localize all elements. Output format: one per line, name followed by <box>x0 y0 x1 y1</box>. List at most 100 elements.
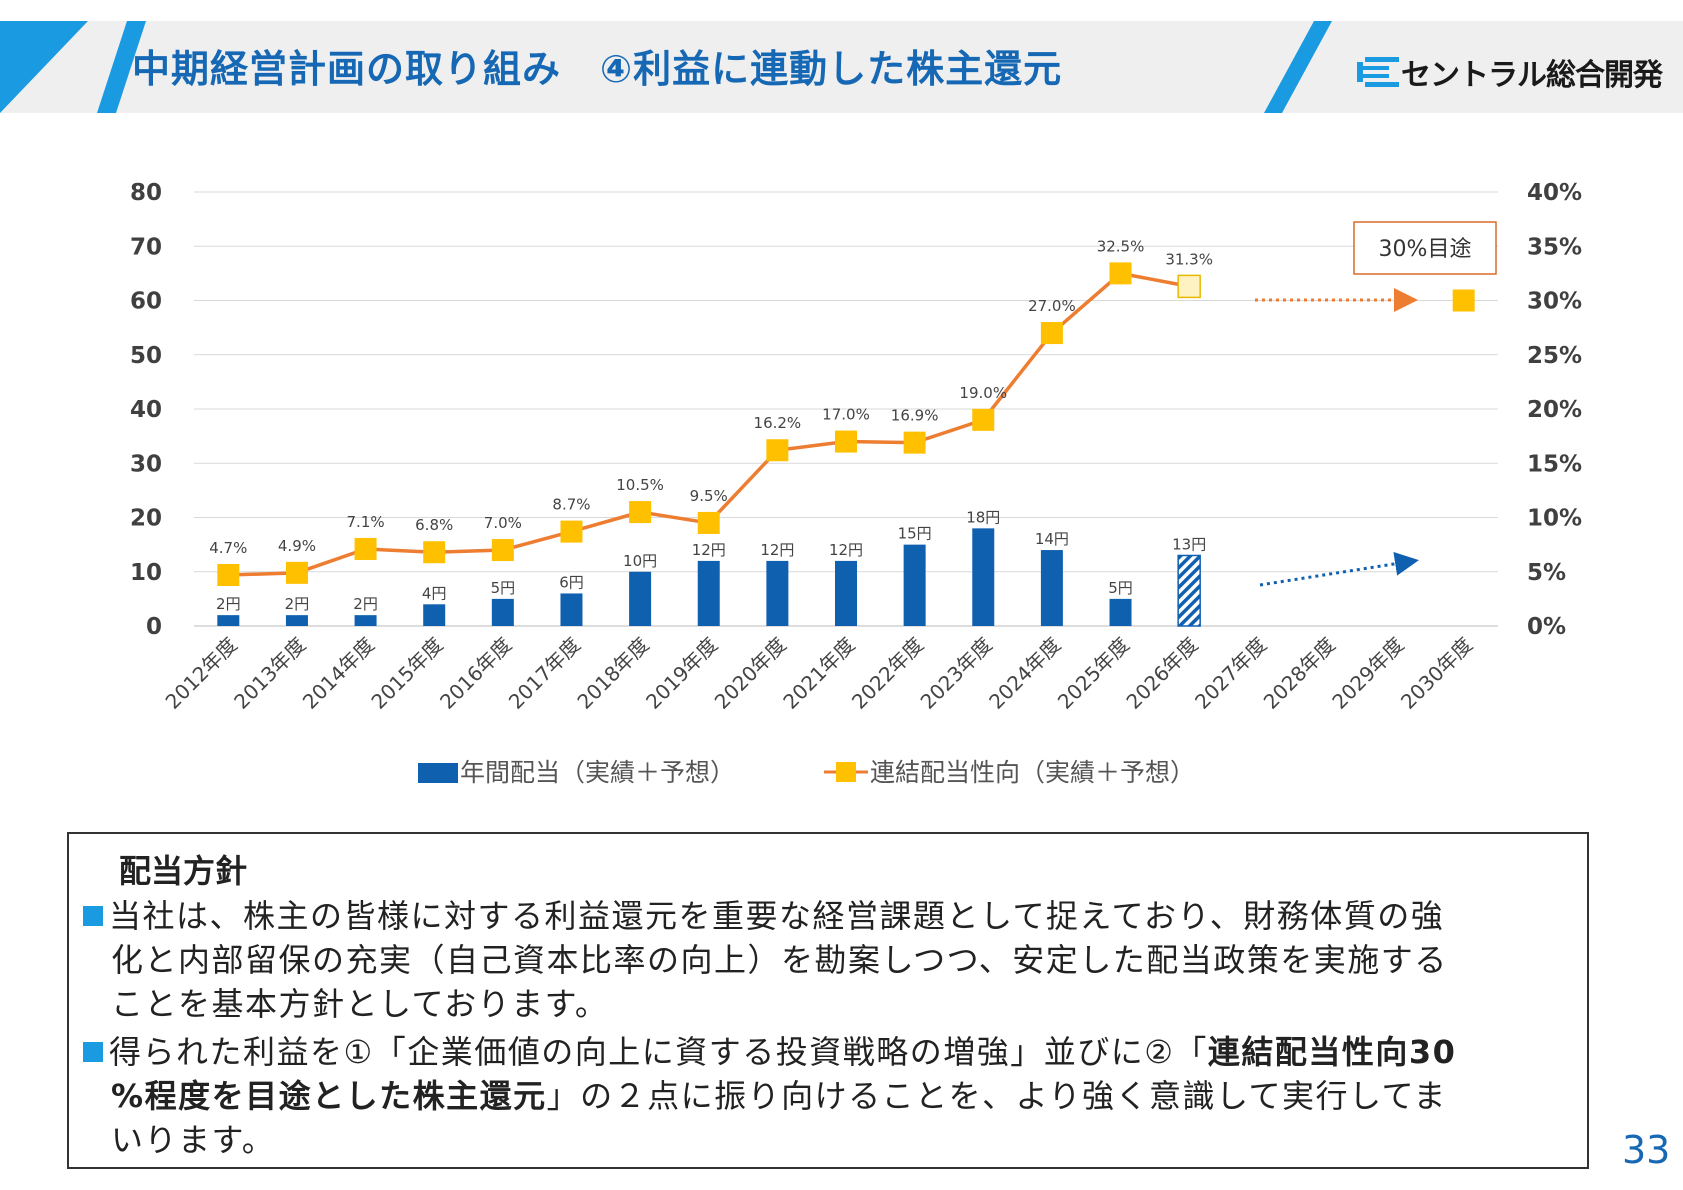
payout-ratio-marker <box>766 439 789 462</box>
policy-paragraph-1: 当社は、株主の皆様に対する利益還元を重要な経営課題として捉えており、財務体質の強… <box>83 894 1569 1026</box>
page-number: 33 <box>1622 1128 1671 1172</box>
header-left-stripe <box>0 21 88 113</box>
payout-ratio-marker <box>285 561 308 584</box>
left-axis-tick-label: 10 <box>130 560 162 586</box>
payout-ratio-label: 19.0% <box>959 384 1007 402</box>
payout-ratio-label: 16.9% <box>891 407 939 425</box>
payout-ratio-label: 4.7% <box>209 539 247 557</box>
chart-legend: 年間配当（実績＋予想） 連結配当性向（実績＋予想） <box>418 758 1195 787</box>
payout-ratio-label: 4.9% <box>278 537 316 555</box>
policy-title: 配当方針 <box>119 852 248 890</box>
target-annotation-box <box>1353 221 1497 275</box>
dividend-bar-label: 14円 <box>1035 530 1069 548</box>
x-axis-tick-label: 2029年度 <box>1327 633 1408 714</box>
right-axis-tick-label: 20% <box>1527 397 1582 423</box>
left-axis-tick-label: 20 <box>130 506 162 532</box>
payout-ratio-marker <box>1452 289 1475 312</box>
blue-trend-arrow <box>1259 551 1419 587</box>
x-axis-tick-label: 2016年度 <box>435 633 516 714</box>
x-axis-tick-label: 2023年度 <box>916 633 997 714</box>
dividend-bar <box>697 560 720 626</box>
right-axis-tick-label: 25% <box>1527 343 1582 369</box>
dividend-bar-label: 12円 <box>829 541 863 559</box>
right-axis-tick-label: 30% <box>1527 289 1582 315</box>
dividend-bar <box>217 615 240 626</box>
payout-ratio-marker <box>697 511 720 534</box>
dividend-bar-label: 10円 <box>623 552 657 570</box>
dividend-chart: 0 10 20 30 40 50 60 70 80 0% 5% 10% 15% 20% 25% 30% 35%… <box>130 180 1582 787</box>
payout-ratio-label: 7.0% <box>484 514 522 532</box>
payout-ratio-marker <box>972 408 995 431</box>
right-axis-tick-label: 10% <box>1527 506 1582 532</box>
payout-ratio-marker <box>1109 262 1132 285</box>
payout-ratio-label: 17.0% <box>822 406 870 424</box>
left-axis-tick-label: 30 <box>130 451 162 477</box>
dividend-bar <box>491 598 514 626</box>
para2-e: いります。 <box>111 1121 276 1159</box>
dividend-bar <box>629 571 652 626</box>
payout-ratio-label: 8.7% <box>552 496 590 514</box>
x-axis-tick-label: 2021年度 <box>778 633 859 714</box>
left-axis-tick-label: 40 <box>130 397 162 423</box>
policy-paragraph-2: 得られた利益を①「企業価値の向上に資する投資戦略の増強」並びに②「連結配当性向3… <box>83 1030 1569 1162</box>
header-decoration <box>0 21 1332 113</box>
dividend-bar-label: 5円 <box>1108 579 1133 597</box>
para1-line2: 化と内部留保の充実（自己資本比率の向上）を勘案しつつ、安定した配当政策を実施する <box>111 941 1448 979</box>
para2-b: 連結配当性向30 <box>1207 1033 1457 1071</box>
dividend-bar <box>423 604 446 626</box>
payout-ratio-marker <box>903 431 926 454</box>
payout-ratio-marker <box>560 520 583 543</box>
logo-text: セントラル総合開発 <box>1401 58 1663 93</box>
x-axis-tick-label: 2030年度 <box>1396 633 1477 714</box>
dividend-bar-label: 2円 <box>353 595 378 613</box>
company-logo: セントラル総合開発 <box>1355 50 1663 94</box>
legend-bar-label: 年間配当（実績＋予想） <box>460 758 735 787</box>
payout-ratio-marker <box>491 539 514 562</box>
x-axis-tick-label: 2014年度 <box>298 633 379 714</box>
payout-ratio-label: 31.3% <box>1165 250 1213 268</box>
dividend-bar <box>903 544 926 626</box>
right-axis-tick-label: 40% <box>1527 180 1582 206</box>
para2-c: %程度を目途とした株主還元 <box>111 1077 547 1115</box>
legend-line-marker <box>836 762 856 782</box>
payout-ratio-marker <box>423 541 446 564</box>
legend-line-label: 連結配当性向（実績＋予想） <box>870 758 1195 787</box>
dividend-bar-label: 6円 <box>559 573 584 591</box>
left-axis-tick-label: 60 <box>130 289 162 315</box>
dividend-bar <box>835 560 857 626</box>
payout-ratio-marker <box>1177 274 1201 299</box>
x-axis-tick-label: 2020年度 <box>710 633 791 714</box>
left-axis-tick-label: 0 <box>146 614 162 640</box>
page-title: 中期経営計画の取り組み ④利益に連動した株主還元 <box>132 47 1063 91</box>
dividend-bar-label: 4円 <box>422 584 447 602</box>
x-axis-tick-label: 2012年度 <box>161 633 242 714</box>
payout-ratio-marker <box>1040 322 1063 345</box>
bullet-square-icon <box>83 906 103 926</box>
x-axis-tick-label: 2027年度 <box>1190 633 1271 714</box>
target-annotation-label: 30%目途 <box>1379 237 1472 262</box>
right-axis-tick-label: 0% <box>1527 614 1566 640</box>
header-left-slash <box>97 21 146 113</box>
dividend-bar <box>354 615 377 626</box>
payout-ratio-label: 9.5% <box>690 487 728 505</box>
para2-d: 」の２点に振り向けることを、より強く意識して実行してま <box>546 1077 1447 1115</box>
payout-ratio-label: 27.0% <box>1028 297 1076 315</box>
payout-ratio-label: 16.2% <box>754 414 802 432</box>
payout-ratio-label: 32.5% <box>1097 237 1145 255</box>
header-right-slash <box>1264 21 1332 113</box>
payout-ratio-label: 7.1% <box>347 513 385 531</box>
dividend-bar-label: 13円 <box>1172 535 1206 553</box>
right-axis-tick-label: 5% <box>1527 560 1566 586</box>
company-logo-icon <box>1357 57 1399 87</box>
para2-a: 得られた利益を①「企業価値の向上に資する投資戦略の増強」並びに②「 <box>109 1033 1208 1071</box>
dividend-bar <box>972 528 995 626</box>
dividend-bar-label: 15円 <box>898 525 932 543</box>
para1-line1: 当社は、株主の皆様に対する利益還元を重要な経営課題として捉えており、財務体質の強 <box>109 897 1445 935</box>
bullet-square-icon <box>83 1042 103 1062</box>
payout-ratio-marker <box>354 537 377 560</box>
dividend-bar <box>560 593 583 626</box>
payout-ratio-label: 10.5% <box>616 476 664 494</box>
x-axis-tick-label: 2018年度 <box>572 633 653 714</box>
dividend-bar <box>766 560 789 626</box>
x-axis-tick-label: 2022年度 <box>847 633 928 714</box>
